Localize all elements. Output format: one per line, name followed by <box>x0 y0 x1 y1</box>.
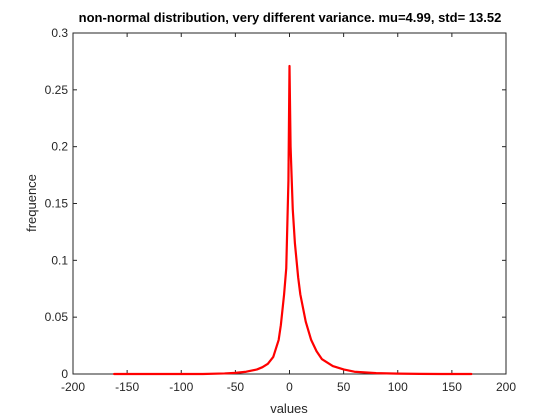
series-line <box>113 64 473 376</box>
y-tick-label: 0.25 <box>45 83 69 97</box>
x-tick-label: -150 <box>115 380 139 394</box>
x-tick-label: 50 <box>337 380 351 394</box>
x-tick-label: 150 <box>442 380 462 394</box>
x-tick-label: 0 <box>286 380 293 394</box>
y-tick-label: 0.2 <box>51 140 68 154</box>
x-tick-label: 100 <box>388 380 408 394</box>
x-tick-label: 200 <box>496 380 516 394</box>
y-tick-label: 0.1 <box>51 253 68 267</box>
x-tick-label: -100 <box>169 380 193 394</box>
x-tick-label: -200 <box>61 380 85 394</box>
y-axis-label: frequence <box>24 174 39 232</box>
y-axis: 0 0.05 0.1 0.15 0.2 0.25 0.3 <box>45 26 506 381</box>
series-layer <box>113 64 473 376</box>
x-axis-label: values <box>270 401 308 416</box>
y-tick-label: 0.15 <box>45 197 69 211</box>
y-tick-label: 0.3 <box>51 26 68 40</box>
x-tick-label: -50 <box>227 380 245 394</box>
y-tick-label: 0 <box>61 367 68 381</box>
y-tick-label: 0.05 <box>45 310 69 324</box>
x-axis: -200 -150 -100 -50 0 50 100 150 200 <box>61 33 516 394</box>
chart-title: non-normal distribution, very different … <box>79 10 502 25</box>
